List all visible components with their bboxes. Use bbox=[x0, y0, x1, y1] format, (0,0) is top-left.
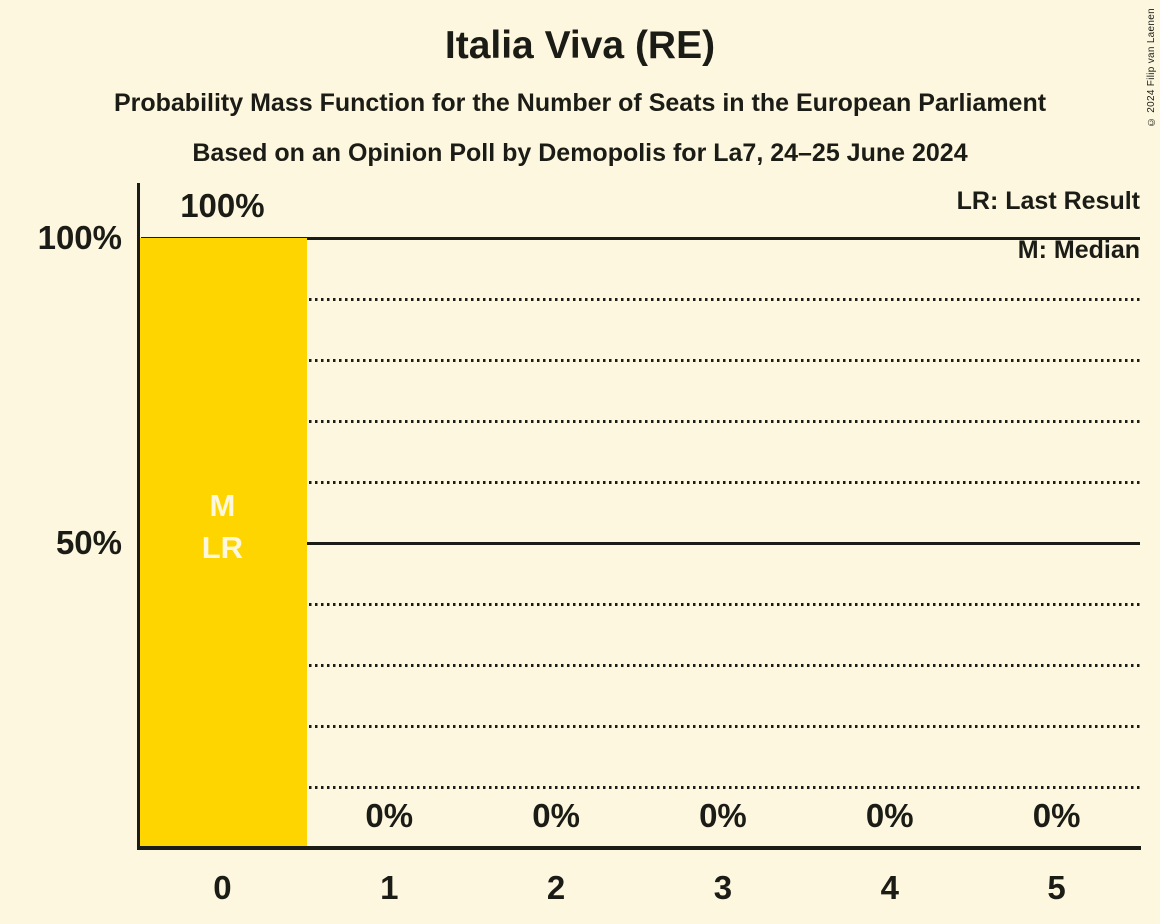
gridline-dotted-60pct bbox=[141, 481, 1140, 484]
bar-value-label-seats-3: 0% bbox=[699, 797, 747, 834]
copyright-notice: © 2024 Filip van Laenen bbox=[1146, 8, 1157, 128]
gridline-dotted-30pct bbox=[141, 664, 1140, 667]
x-axis-label-5: 5 bbox=[1047, 869, 1066, 906]
y-axis-tick-50pct: 50% bbox=[55, 524, 122, 561]
gridline-dotted-40pct bbox=[141, 603, 1140, 606]
x-axis-label-4: 4 bbox=[880, 869, 899, 906]
bar-annotation-median-last-result: M LR bbox=[139, 485, 306, 569]
legend-median: M: Median bbox=[1017, 236, 1140, 264]
x-axis-label-3: 3 bbox=[713, 869, 733, 906]
bar-annotation-line: LR bbox=[201, 530, 244, 565]
chart-subtitle: Probability Mass Function for the Number… bbox=[113, 89, 1047, 117]
y-axis-tick-100pct: 100% bbox=[37, 219, 122, 256]
bar-seats-0 bbox=[140, 238, 307, 846]
bar-value-label-seats-5: 0% bbox=[1032, 797, 1081, 834]
legend-last-result: LR: Last Result bbox=[956, 187, 1140, 215]
bar-value-label-seats-0: 100% bbox=[180, 187, 265, 224]
bar-value-label-seats-1: 0% bbox=[365, 797, 414, 834]
gridline-dotted-20pct bbox=[141, 725, 1140, 728]
chart-poll-source: Based on an Opinion Poll by Demopolis fo… bbox=[192, 139, 968, 167]
x-axis-label-1: 1 bbox=[380, 869, 399, 906]
bar-value-label-seats-2: 0% bbox=[532, 797, 580, 834]
x-axis-label-0: 0 bbox=[213, 869, 232, 906]
bar-value-label-seats-4: 0% bbox=[865, 797, 914, 834]
gridline-dotted-90pct bbox=[141, 298, 1140, 301]
y-axis-line bbox=[137, 183, 140, 850]
x-axis-line bbox=[137, 846, 1141, 850]
x-axis-label-2: 2 bbox=[546, 869, 566, 906]
gridline-dotted-80pct bbox=[141, 359, 1140, 362]
gridline-solid-50pct bbox=[141, 542, 1140, 545]
chart-title: Italia Viva (RE) bbox=[444, 24, 716, 67]
gridline-dotted-10pct bbox=[141, 786, 1140, 789]
gridline-solid-100pct bbox=[141, 237, 1140, 240]
gridline-dotted-70pct bbox=[141, 420, 1140, 423]
bar-annotation-line: M bbox=[209, 488, 236, 523]
